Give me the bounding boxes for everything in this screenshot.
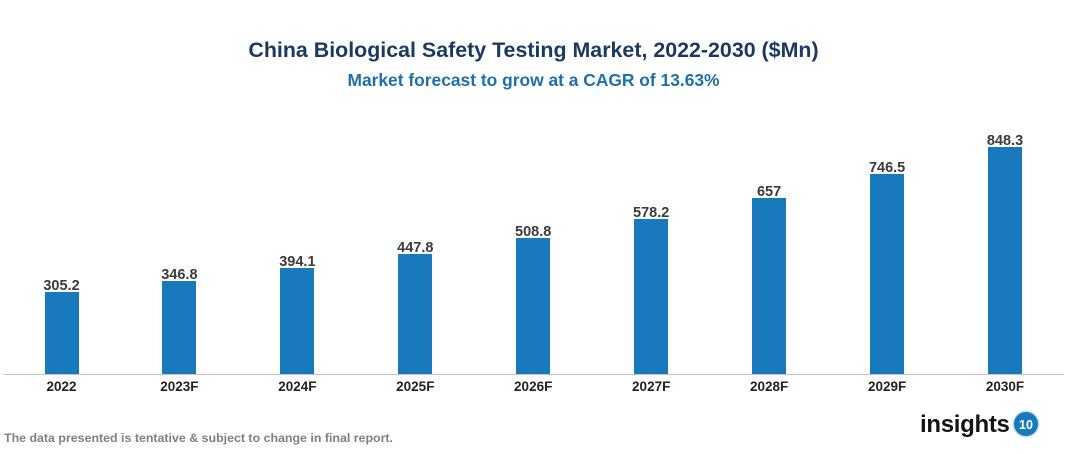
- svg-text:10: 10: [1019, 418, 1033, 432]
